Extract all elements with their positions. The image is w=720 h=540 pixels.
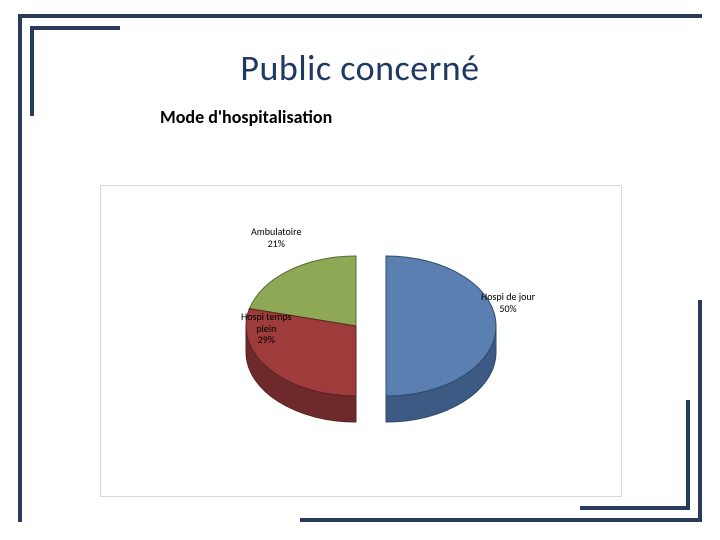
pie-label: Hospi de jour50% xyxy=(481,291,535,314)
pie-label-line: 21% xyxy=(268,237,285,250)
pie-chart: Hospi de jour50% Hospi tempsplein29% Ambul… xyxy=(100,185,622,497)
slide: Public concerné Mode d'hospitalisation H… xyxy=(0,0,720,540)
frame-top xyxy=(18,14,702,18)
page-title: Public concerné xyxy=(180,46,540,90)
frame-left xyxy=(18,14,22,522)
frame-inner-left xyxy=(30,26,34,116)
frame-inner-right xyxy=(686,400,690,510)
frame-inner-top xyxy=(30,26,120,30)
pie-svg xyxy=(101,186,621,496)
frame-bottom xyxy=(300,518,702,522)
pie-label: Hospi tempsplein29% xyxy=(241,311,292,346)
pie-label: Ambulatoire21% xyxy=(251,226,301,249)
frame-inner-bottom xyxy=(580,506,690,510)
frame-right xyxy=(698,300,702,522)
subtitle: Mode d'hospitalisation xyxy=(160,106,332,128)
pie-label-line: 50% xyxy=(499,302,516,315)
pie-label-line: 29% xyxy=(258,333,275,346)
